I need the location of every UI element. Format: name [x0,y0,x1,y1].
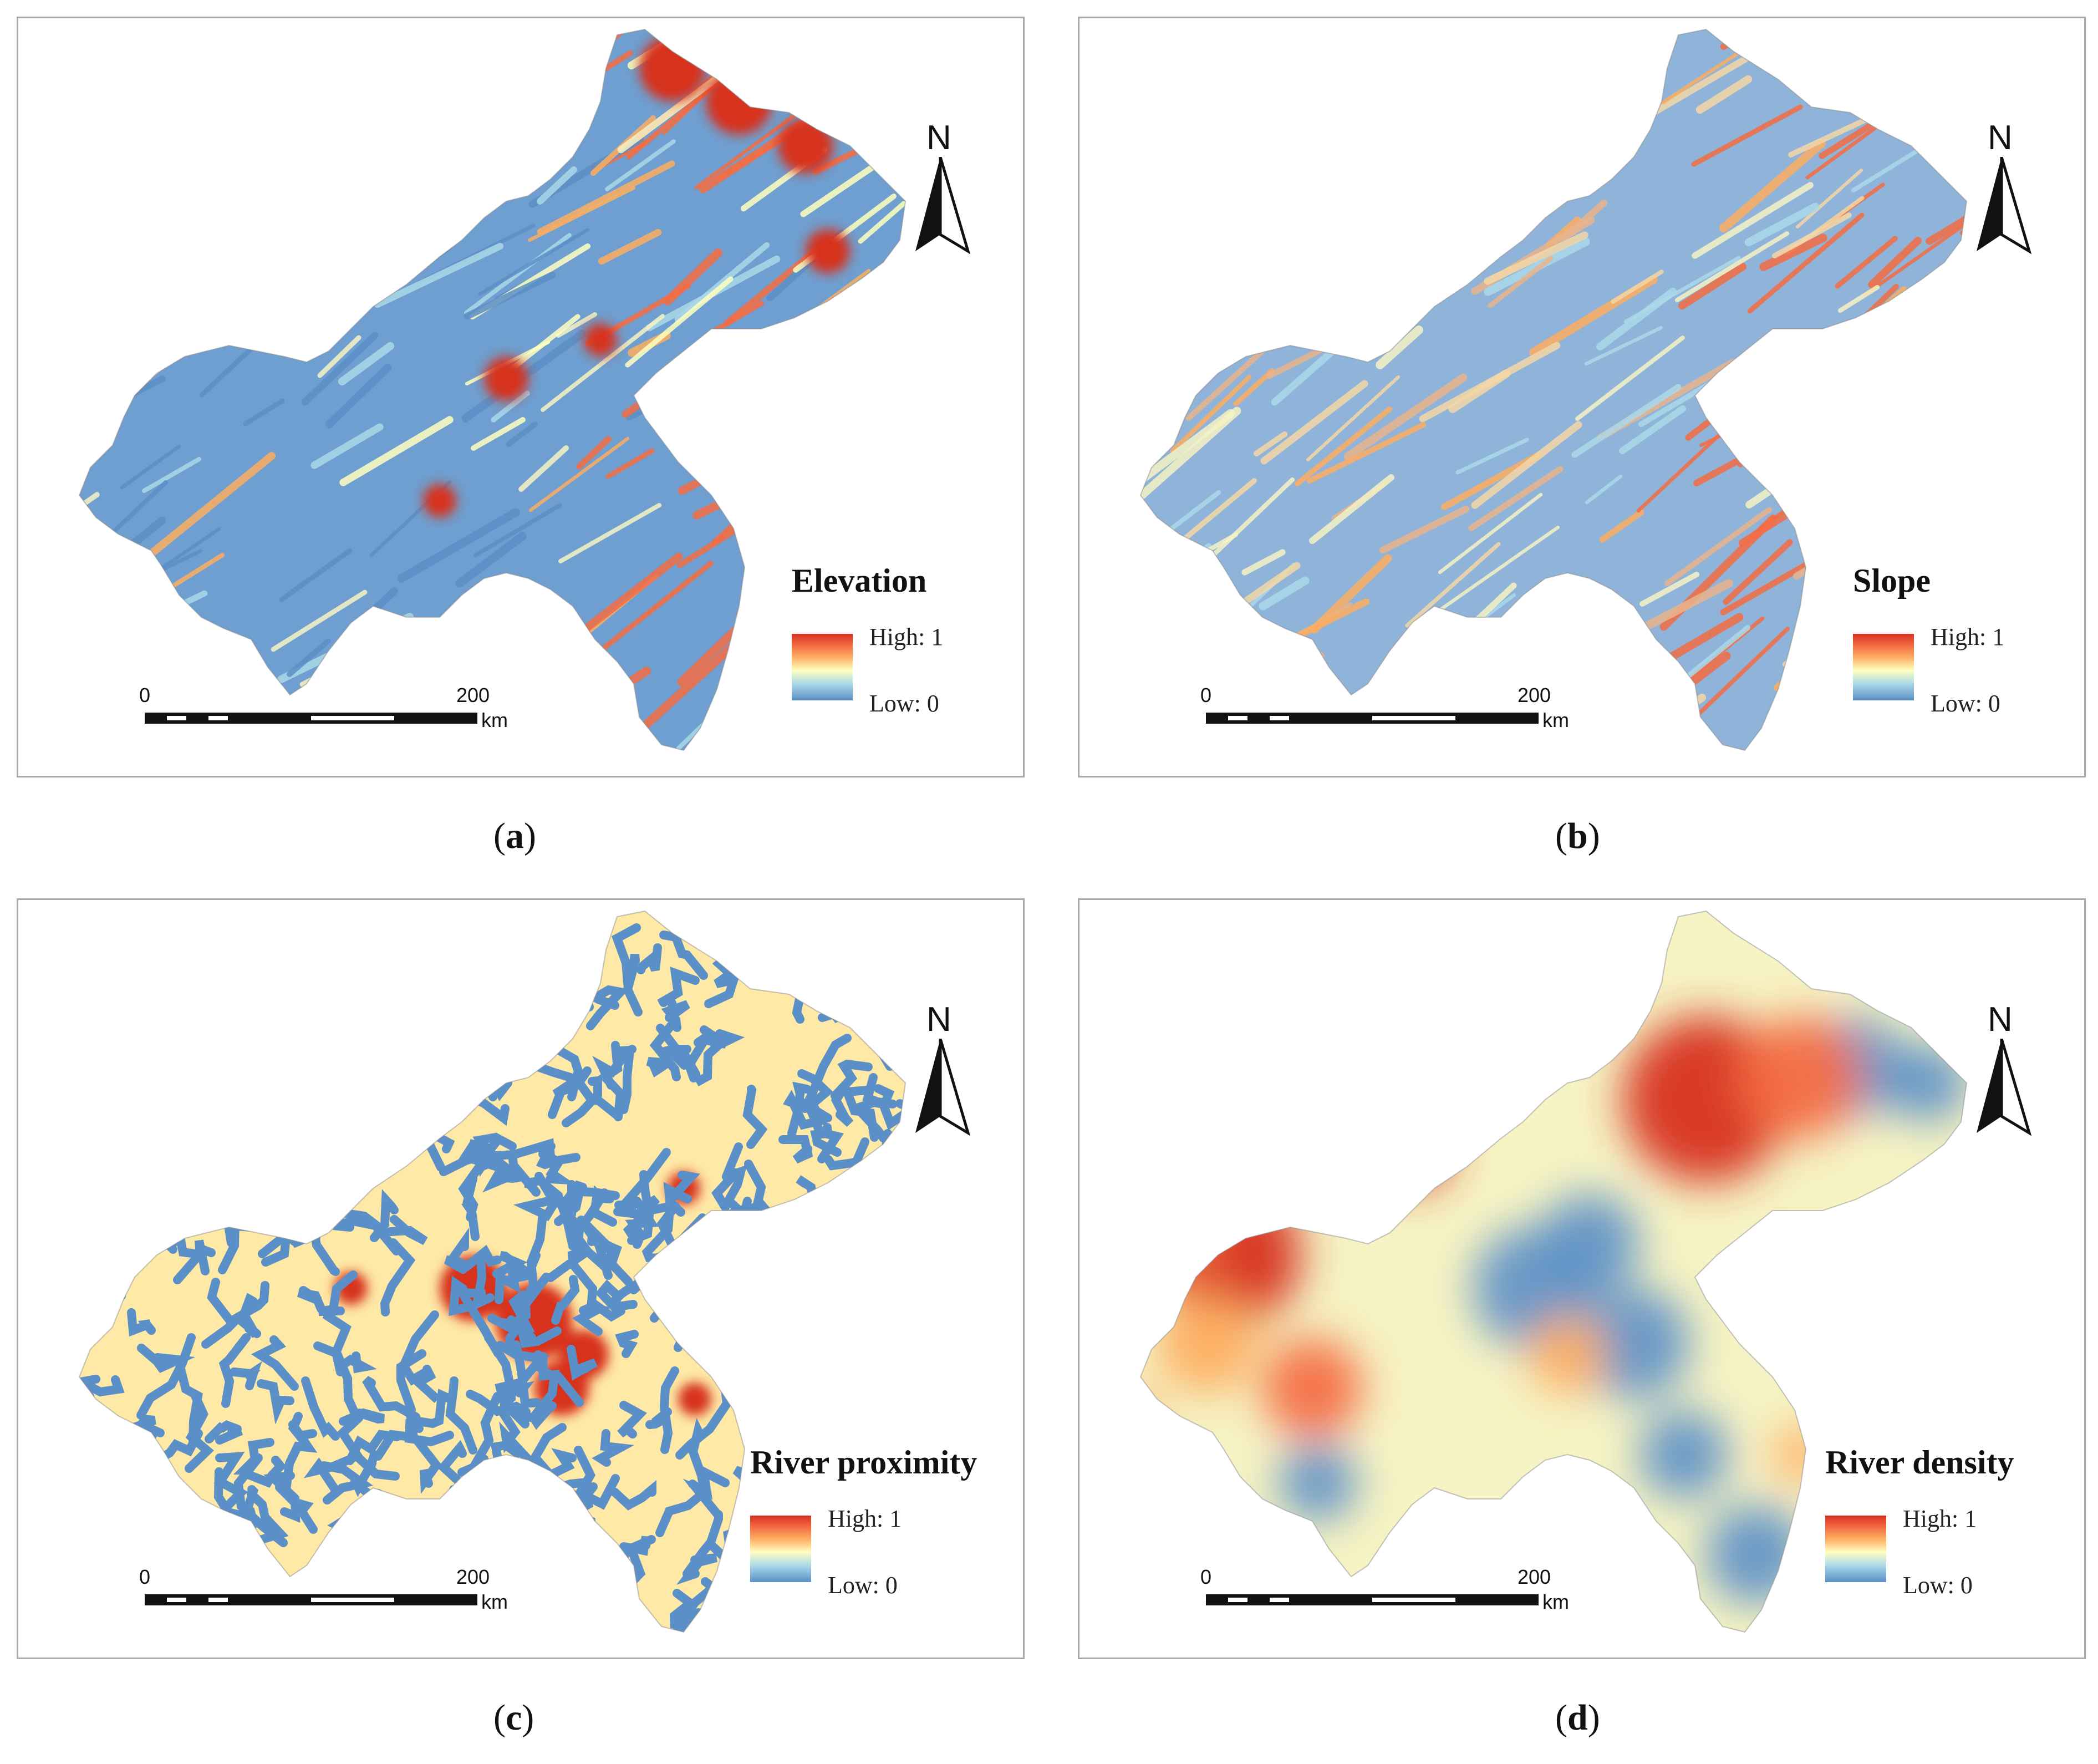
caption-d: (d) [1555,1697,1600,1738]
region-map-river-proximity [78,910,907,1633]
legend-title: River proximity [750,1444,977,1481]
legend-color-ramp [792,634,853,700]
north-arrow-icon [915,157,971,255]
legend-color-ramp [1853,634,1914,700]
north-arrow-icon [1977,1039,2032,1136]
scale-unit-label: km [481,1590,508,1613]
map-panel-river-proximity: N River proximity High: 1 Low: 0 0 200 k… [17,898,1025,1659]
map-panel-river-density: N River density High: 1 Low: 0 0 200 km [1078,898,2086,1659]
legend-low-label: Low: 0 [1931,690,2000,717]
legend-low-label: Low: 0 [869,690,939,717]
raster-layer [1140,911,1967,1632]
north-label: N [1988,1000,2013,1039]
scale-unit-label: km [1542,1590,1569,1613]
scale-bar [145,713,477,724]
scale-zero-label: 0 [1200,1565,1212,1588]
north-arrow-icon [1977,157,2032,255]
legend-title: Slope [1853,562,1931,599]
raster-layer [1140,29,1967,750]
map-panel-elevation: N Elevation High: 1 Low: 0 0 200 km [17,17,1025,777]
legend-low-label: Low: 0 [828,1572,898,1599]
north-label: N [1988,119,2013,157]
region-outline [78,28,907,751]
legend-high-label: High: 1 [828,1505,902,1532]
map-panel-slope: N Slope High: 1 Low: 0 0 200 km [1078,17,2086,777]
caption-a: (a) [493,816,536,856]
legend-high-label: High: 1 [869,623,944,650]
raster-layer [79,911,905,1632]
region-outline [1139,28,1968,751]
scale-max-label: 200 [456,684,490,706]
legend-color-ramp [1825,1516,1886,1582]
raster-layer [79,29,905,750]
region-outline [1139,910,1968,1633]
legend-title: Elevation [792,562,927,599]
scale-zero-label: 0 [139,1565,151,1588]
north-arrow-icon [915,1039,971,1136]
legend-high-label: High: 1 [1931,623,2005,650]
scale-bar [1206,1594,1539,1605]
region-map-elevation [78,28,907,751]
legend-high-label: High: 1 [1903,1505,1977,1532]
scale-max-label: 200 [1518,1565,1551,1588]
scale-max-label: 200 [1518,684,1551,706]
scale-bar [145,1594,477,1605]
north-label: N [926,119,951,157]
scale-unit-label: km [1542,709,1569,731]
region-map-river-density [1139,910,1968,1633]
legend-title: River density [1825,1444,2014,1481]
caption-c: (c) [493,1697,534,1738]
region-outline [78,910,907,1633]
legend-low-label: Low: 0 [1903,1572,1973,1599]
scale-zero-label: 0 [1200,684,1212,706]
legend-color-ramp [750,1516,811,1582]
north-label: N [926,1000,951,1039]
scale-max-label: 200 [456,1565,490,1588]
scale-bar [1206,713,1539,724]
region-map-slope [1139,28,1968,751]
scale-zero-label: 0 [139,684,151,706]
scale-unit-label: km [481,709,508,731]
caption-b: (b) [1555,816,1600,856]
